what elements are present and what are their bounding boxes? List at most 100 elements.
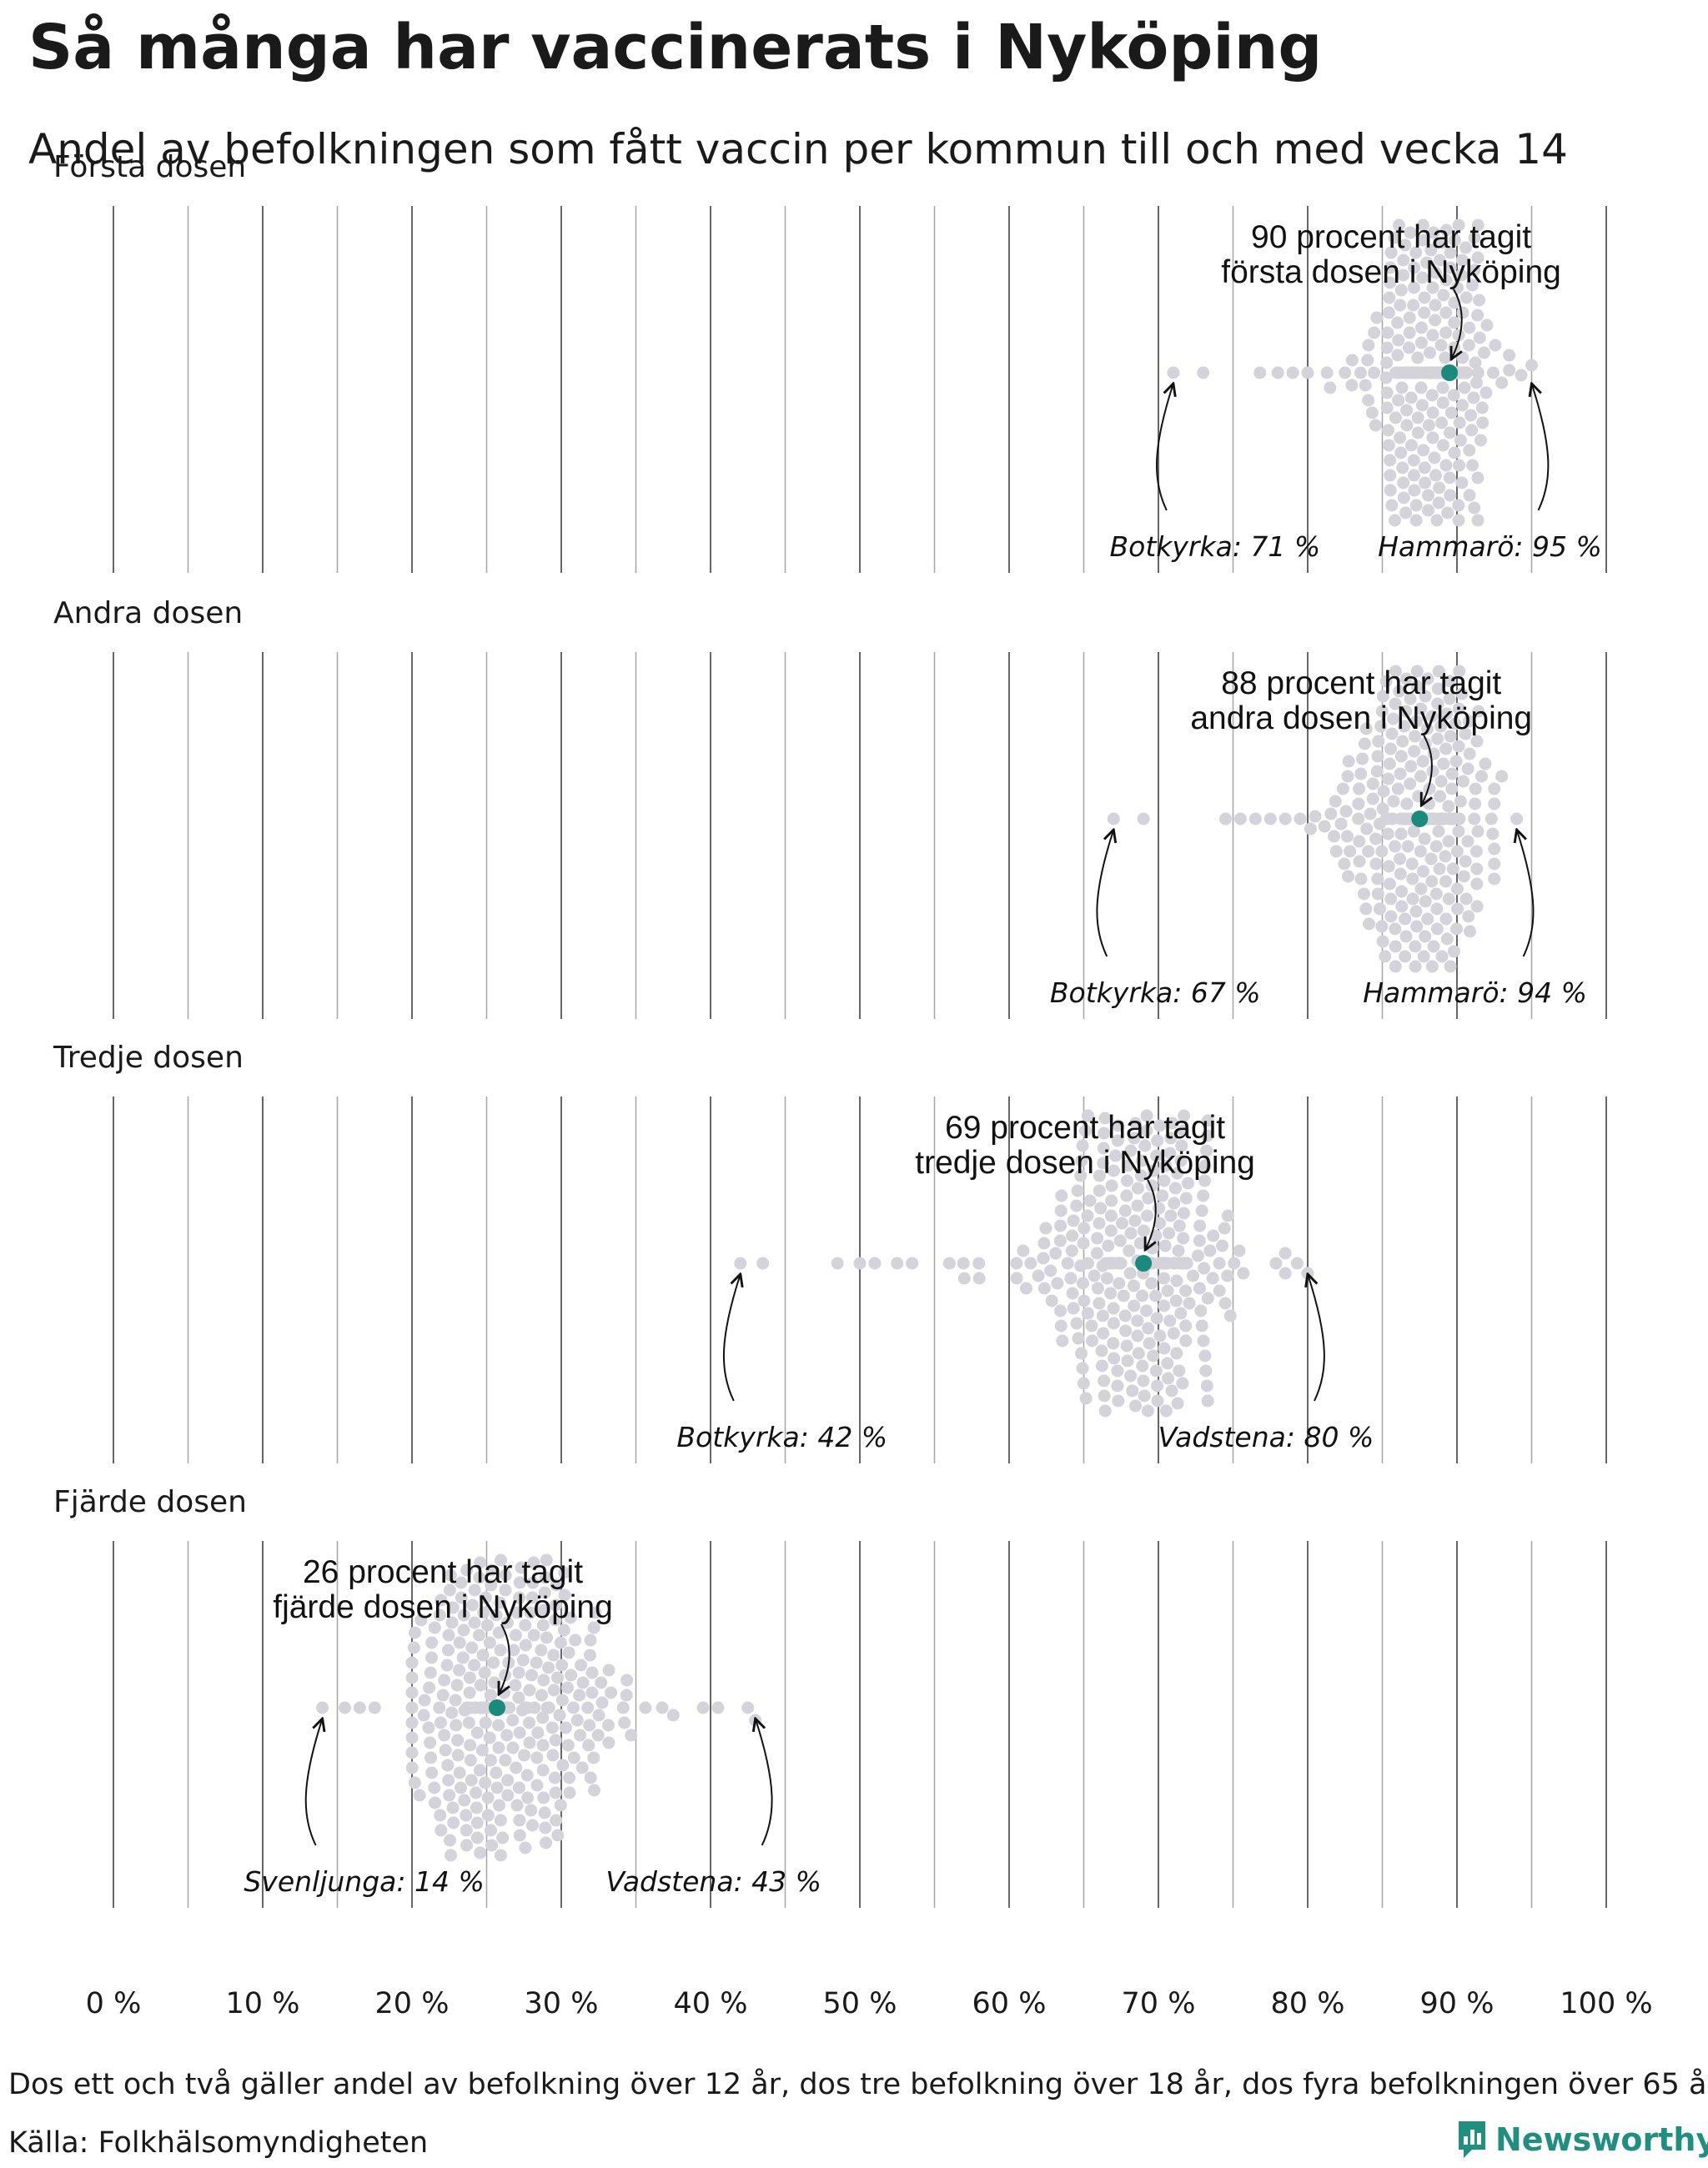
municipality-dot: [512, 1781, 525, 1794]
municipality-dot: [1403, 341, 1416, 354]
municipality-dot: [1163, 1147, 1177, 1160]
municipality-dot: [424, 1751, 438, 1764]
municipality-dot: [1197, 1334, 1210, 1347]
municipality-dot: [424, 1666, 437, 1679]
municipality-dot: [545, 1721, 559, 1734]
municipality-dot: [1394, 431, 1407, 444]
municipality-dot: [470, 1726, 484, 1739]
municipality-dot: [1131, 1329, 1144, 1342]
municipality-dot: [1392, 394, 1405, 407]
municipality-dot: [1469, 797, 1482, 810]
municipality-dot: [1475, 401, 1489, 414]
municipality-dot: [1452, 702, 1465, 715]
municipality-dot: [1403, 311, 1416, 324]
municipality-dot: [1096, 1309, 1109, 1322]
municipality-dot: [1135, 1154, 1148, 1167]
municipality-dot: [1179, 1284, 1193, 1297]
municipality-dot: [1431, 697, 1444, 710]
municipality-dot: [1090, 1247, 1103, 1260]
municipality-dot: [1117, 1289, 1130, 1302]
municipality-dot: [499, 1568, 512, 1582]
municipality-dot: [1201, 1394, 1214, 1408]
municipality-dot: [521, 1791, 535, 1804]
municipality-dot: [1443, 692, 1456, 705]
municipality-dot: [1044, 1264, 1057, 1277]
municipality-dot: [1179, 1192, 1193, 1205]
municipality-dot: [1439, 912, 1453, 926]
municipality-dot: [512, 1691, 525, 1704]
municipality-dot: [490, 1608, 503, 1622]
municipality-dot: [1466, 459, 1479, 472]
municipality-dot: [1127, 1279, 1140, 1292]
municipality-dot: [1409, 499, 1423, 512]
municipality-dot: [537, 1674, 550, 1687]
municipality-dot: [536, 1711, 550, 1724]
municipality-dot: [1416, 271, 1429, 284]
municipality-dot: [1177, 1232, 1190, 1245]
municipality-dot: [587, 1784, 600, 1797]
municipality-dot: [1187, 1269, 1200, 1282]
municipality-dot: [1419, 930, 1432, 943]
municipality-dot: [433, 1608, 446, 1622]
municipality-dot: [542, 1661, 555, 1674]
municipality-dot: [1427, 226, 1440, 239]
municipality-dot: [1223, 1309, 1237, 1322]
municipality-dot: [1369, 832, 1383, 846]
municipality-dot: [1454, 795, 1467, 808]
nykoping-note: 26 procent har tagit: [303, 1554, 583, 1590]
municipality-dot: [368, 1701, 381, 1714]
municipality-dot: [1051, 1277, 1064, 1290]
municipality-dot: [1410, 920, 1424, 933]
municipality-dot: [510, 1799, 524, 1812]
municipality-dot: [1352, 797, 1365, 810]
municipality-dot: [1400, 797, 1414, 810]
municipality-dot: [1358, 737, 1371, 750]
municipality-dot: [1221, 1269, 1234, 1282]
municipality-dot: [1376, 802, 1389, 816]
municipality-dot: [1180, 1257, 1193, 1270]
municipality-dot: [466, 1598, 480, 1612]
municipality-dot: [1054, 1219, 1068, 1232]
min-arrow: [1096, 830, 1113, 957]
municipality-dot: [1425, 960, 1439, 973]
municipality-dot: [1128, 1299, 1141, 1312]
municipality-dot: [525, 1819, 539, 1832]
max-arrow: [756, 1719, 773, 1846]
municipality-dot: [1142, 1322, 1155, 1335]
municipality-dot: [1153, 1217, 1167, 1230]
municipality-dot: [1077, 1237, 1090, 1250]
municipality-dot: [1164, 1132, 1178, 1145]
municipality-dot: [1434, 790, 1447, 803]
municipality-dot: [468, 1616, 481, 1629]
municipality-dot: [1153, 1329, 1167, 1342]
municipality-dot: [1486, 366, 1500, 379]
municipality-dot: [1107, 812, 1120, 826]
max-label: Hammarö: 94 %: [1363, 976, 1587, 1009]
municipality-dot: [1419, 690, 1432, 703]
municipality-dot: [1233, 812, 1247, 826]
municipality-dot: [444, 1568, 457, 1582]
municipality-dot: [1207, 1229, 1220, 1242]
municipality-dot: [1169, 1294, 1183, 1307]
municipality-dot: [1179, 1319, 1193, 1332]
municipality-dot: [1426, 431, 1439, 444]
municipality-dot: [1388, 840, 1401, 853]
municipality-dot: [477, 1606, 490, 1619]
municipality-dot: [1452, 740, 1465, 753]
municipality-dot: [1095, 1359, 1108, 1373]
municipality-dot: [1108, 1352, 1121, 1365]
municipality-dot: [1111, 1364, 1124, 1378]
municipality-dot: [1010, 1272, 1023, 1285]
municipality-dot: [1428, 451, 1441, 464]
municipality-dot: [1469, 845, 1483, 858]
note-arrow: [499, 1623, 510, 1694]
municipality-dot: [1458, 381, 1471, 394]
source-note: Källa: Folkhälsomyndigheten: [8, 2126, 429, 2160]
municipality-dot: [525, 1804, 538, 1817]
municipality-dot: [464, 1739, 477, 1752]
municipality-dot: [353, 1701, 366, 1714]
municipality-dot: [1414, 702, 1428, 715]
municipality-dot: [711, 1701, 725, 1714]
